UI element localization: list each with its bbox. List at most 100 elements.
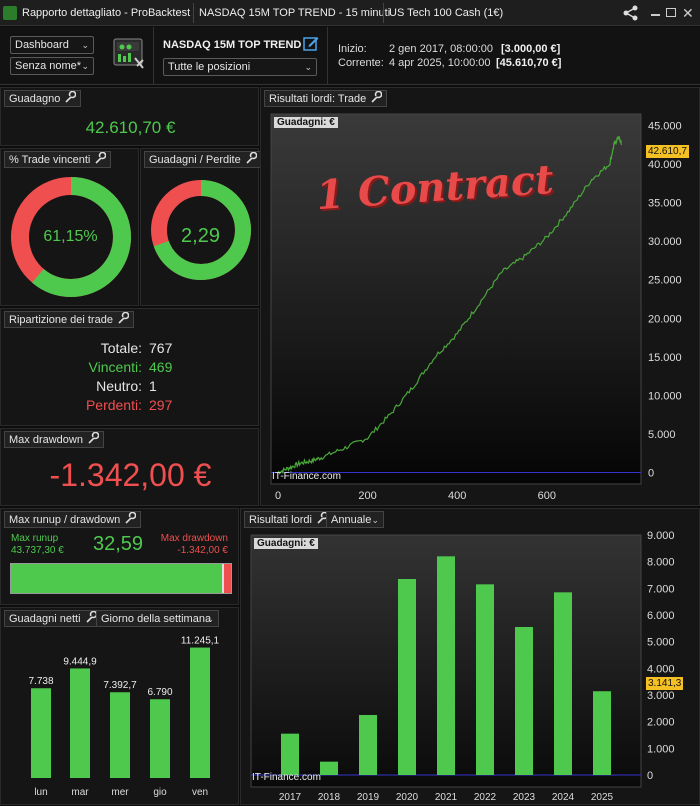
annual-bar: [359, 715, 377, 775]
y-tick-label: 4.000: [647, 663, 675, 675]
annual-select[interactable]: Annuale ⌄: [326, 511, 384, 528]
name-select[interactable]: Senza nome* ⌄: [10, 57, 94, 75]
loss-label: Perdenti:: [85, 397, 142, 413]
edit-icon[interactable]: [303, 35, 319, 51]
y-tick-label: 25.000: [648, 275, 682, 287]
window-tab-report[interactable]: Rapporto dettagliato - ProBacktest: [22, 7, 191, 19]
y-tick-label: 8.000: [647, 557, 675, 569]
equity-legend: Guadagni: €: [274, 117, 338, 128]
annual-bar: [398, 579, 416, 775]
runup-value: 43.737,30 €: [11, 545, 64, 556]
wrench-icon: [125, 512, 137, 524]
close-icon[interactable]: ✕: [682, 5, 694, 21]
equity-panel: Risultati lordi: Trade 0 5.000 10.000 15.00…: [260, 87, 700, 506]
gain-tab[interactable]: Guadagno: [4, 90, 82, 107]
annual-bar: [320, 761, 338, 775]
annual-last-value: 3.141,3: [646, 677, 684, 690]
net-gains-tab[interactable]: Guadagni netti: [4, 610, 102, 627]
annual-panel: Risultati lordi Annuale ⌄ 2017 2018 2019 202…: [240, 508, 700, 805]
y-tick-label: 9.000: [647, 530, 675, 542]
start-value: [3.000,00 €]: [501, 43, 561, 55]
y-tick-label: 0: [647, 770, 653, 782]
win-rate-tab[interactable]: % Trade vincenti: [4, 151, 112, 168]
weekday-label: mer: [111, 787, 129, 798]
gain-value: 42.610,70 €: [85, 118, 176, 137]
win-rate-donut: [11, 177, 131, 297]
wrench-icon: [85, 611, 97, 623]
y-tick-label: 5.000: [648, 429, 676, 441]
equity-last-value: 42.610,7: [646, 145, 689, 158]
equity-chart: 0 5.000 10.000 15.000 20.000 25.000 30.000 35.0…: [270, 113, 682, 502]
breakdown-tab[interactable]: Ripartizione dei trade: [4, 311, 134, 328]
weekday-bar: [31, 688, 51, 778]
weekday-select[interactable]: Giorno della settimana ⌄: [96, 610, 219, 627]
total-value: 767: [149, 340, 173, 356]
window-tab-strategy[interactable]: NASDAQ 15M TOP TREND - 15 minuti: [199, 7, 391, 19]
weekday-label: lun: [34, 787, 47, 798]
annual-bar: [515, 627, 533, 775]
positions-select[interactable]: Tutte le posizioni ⌄: [163, 58, 317, 76]
annual-legend: Guadagni: €: [254, 538, 318, 549]
weekday-bar: [110, 692, 130, 778]
current-value: [45.610,70 €]: [496, 57, 562, 69]
strategy-icon[interactable]: [113, 38, 146, 71]
max-drawdown-tab[interactable]: Max drawdown: [4, 431, 104, 448]
total-label: Totale:: [100, 340, 142, 356]
wrench-icon: [246, 152, 257, 164]
bar-value-label: 6.790: [147, 687, 172, 698]
x-tick-label: 600: [538, 490, 556, 502]
annual-bar: [554, 592, 572, 775]
y-tick-label: 7.000: [647, 583, 675, 595]
gain-loss-tab[interactable]: Guadagni / Perdite: [144, 151, 262, 168]
y-tick-label: 10.000: [648, 390, 682, 402]
equity-plot-area: [270, 113, 642, 485]
wrench-icon: [118, 312, 129, 324]
annual-bar: [437, 556, 455, 775]
y-tick-label: 0: [648, 467, 654, 479]
weekday-label: mar: [71, 787, 89, 798]
weekday-label: gio: [153, 787, 167, 798]
runup-dd-value: -1.342,00 €: [177, 545, 228, 556]
runup-ratio: 32,59: [93, 533, 144, 555]
net-gains-panel: Guadagni netti Giorno della settimana ⌄ 7…: [0, 607, 239, 805]
year-label: 2024: [552, 792, 575, 803]
window-tab-instrument[interactable]: US Tech 100 Cash (1€): [389, 7, 504, 19]
equity-line: [277, 136, 623, 475]
equity-tab[interactable]: Risultati lordi: Trade: [264, 90, 388, 107]
x-tick-label: 200: [358, 490, 376, 502]
annual-tab[interactable]: Risultati lordi: [244, 511, 333, 528]
year-label: 2018: [318, 792, 341, 803]
breakdown-panel: Ripartizione dei trade Totale: 767 Vince…: [0, 308, 259, 426]
wrench-icon: [95, 152, 107, 164]
share-icon[interactable]: [623, 5, 639, 21]
weekday-bar: [70, 668, 90, 778]
y-tick-label: 45.000: [648, 121, 682, 133]
runup-tab[interactable]: Max runup / drawdown: [4, 511, 142, 528]
maximize-icon[interactable]: [666, 8, 676, 17]
runup-dd-label: Max drawdown: [160, 533, 228, 544]
y-tick-label: 1.000: [647, 743, 675, 755]
equity-watermark: IT-Finance.com: [272, 471, 341, 482]
x-tick-label: 400: [448, 490, 466, 502]
win-rate-value: 61,15%: [43, 228, 98, 245]
current-label: Corrente:: [338, 57, 384, 69]
dashboard-select[interactable]: Dashboard ⌄: [10, 36, 94, 54]
year-label: 2019: [357, 792, 380, 803]
year-label: 2023: [513, 792, 536, 803]
gain-loss-donut: [151, 180, 251, 280]
minimize-icon[interactable]: [651, 14, 660, 16]
y-tick-label: 5.000: [647, 637, 675, 649]
bar-value-label: 9.444,9: [63, 656, 97, 667]
net-gains-chart: 7.738 lun 9.444,9 mar 7.392,7 mer 6.790 gio 11.2…: [28, 636, 219, 798]
runup-panel: Max runup / drawdown Max runup 43.737,30…: [0, 508, 239, 605]
wrench-icon: [65, 91, 77, 103]
y-tick-label: 40.000: [648, 159, 682, 171]
start-label: Inizio:: [338, 43, 367, 55]
weekday-bar: [190, 647, 210, 778]
win-rate-panel: % Trade vincenti 61,15%: [0, 148, 139, 306]
annual-bar: [476, 584, 494, 775]
wrench-icon: [88, 432, 99, 444]
runup-label: Max runup: [11, 533, 59, 544]
win-label: Vincenti:: [88, 359, 142, 375]
x-tick-label: 0: [275, 490, 281, 502]
